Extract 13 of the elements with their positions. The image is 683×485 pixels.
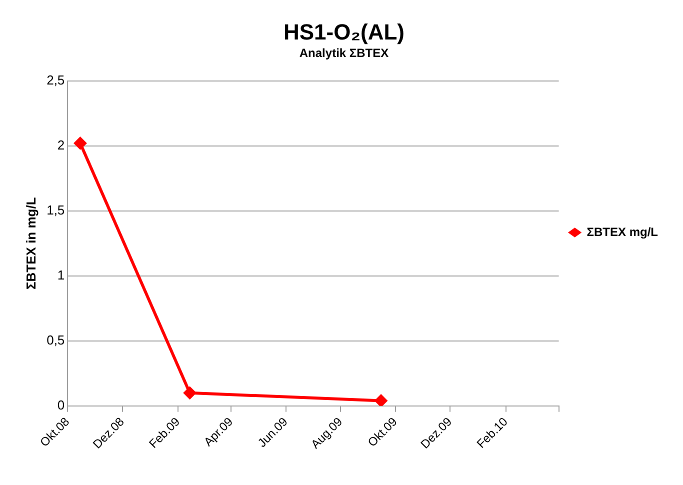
y-tick-label: 0	[57, 398, 65, 412]
y-tick-label: 0,5	[46, 332, 65, 348]
point	[74, 136, 87, 150]
y-tick-label: 1,5	[46, 202, 65, 218]
legend-label: ΣBTEX mg/L	[586, 224, 658, 239]
y-tick-label: 1	[57, 267, 65, 282]
chart-title: HS1-O₂(AL)	[284, 19, 404, 44]
y-tick-label: 2,5	[46, 72, 65, 88]
y-tick-label: 2	[57, 137, 65, 152]
chart-subtitle: Analytik ΣBTEX	[299, 46, 389, 60]
y-axis-title: ΣBTEX in mg/L	[23, 197, 38, 290]
point	[374, 394, 388, 406]
point	[183, 386, 196, 400]
